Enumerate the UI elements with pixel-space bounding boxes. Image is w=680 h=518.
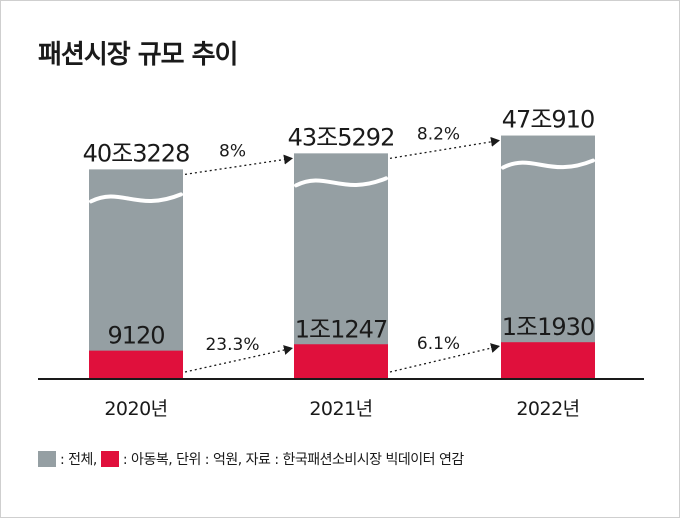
bar-total-2021년 (294, 153, 388, 378)
data-label-kids: 1조1247 (295, 315, 387, 343)
x-tick-label: 2021년 (309, 398, 372, 420)
data-label-total: 43조5292 (288, 123, 395, 151)
legend: : 전체, : 아동복, 단위 : 억원, 자료 : 한국패션소비시장 빅데이터… (38, 448, 464, 470)
growth-total-1-label: 8% (219, 141, 246, 161)
axis-break-wave (501, 158, 595, 170)
data-label-total: 47조910 (502, 106, 594, 134)
bar-total-2022년 (501, 135, 595, 378)
bar-kids-2020년 (89, 350, 183, 378)
growth-kids-1-arrow (184, 345, 293, 373)
legend-kids-label: : 아동복, 단위 : 억원, 자료 : 한국패션소비시장 빅데이터 연감 (122, 452, 464, 468)
data-label-total: 40조3228 (83, 139, 190, 167)
growth-kids-2-arrow (389, 343, 500, 373)
legend-total-label: : 전체, (60, 452, 97, 468)
axis-break-wave (294, 176, 388, 188)
bar-kids-2022년 (501, 342, 595, 378)
data-label-kids: 1조1930 (502, 313, 594, 341)
bar-kids-2021년 (294, 344, 388, 378)
legend-swatch-total (38, 451, 56, 467)
growth-total-2-label: 8.2% (417, 124, 460, 144)
axis-break-wave (89, 192, 183, 204)
growth-kids-2-label: 6.1% (417, 334, 460, 354)
growth-total-1-arrow (184, 154, 293, 176)
bar-total-2020년 (89, 169, 183, 378)
data-label-kids: 9120 (107, 322, 164, 350)
x-tick-label: 2022년 (516, 398, 579, 420)
growth-total-2-arrow (389, 136, 500, 159)
legend-swatch-kids (100, 451, 119, 467)
chart-title: 패션시장 규모 추이 (38, 40, 238, 70)
x-tick-label: 2020년 (104, 398, 167, 420)
growth-kids-1-label: 23.3% (205, 335, 259, 355)
